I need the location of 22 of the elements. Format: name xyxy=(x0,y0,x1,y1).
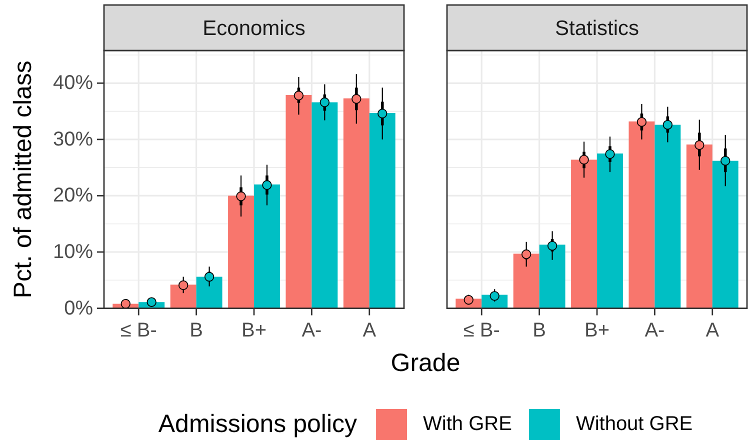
x-tick-label: ≤ B- xyxy=(120,319,157,342)
y-tick-label: 0% xyxy=(64,297,94,320)
y-tick-label: 10% xyxy=(52,241,94,264)
x-tick-label: ≤ B- xyxy=(463,319,500,342)
legend-label: With GRE xyxy=(423,413,512,435)
y-tick-label: 30% xyxy=(52,128,94,150)
x-tick-label: B xyxy=(190,319,203,342)
y-axis-title: Pct. of admitted class xyxy=(9,60,37,298)
x-axis-title: Grade xyxy=(390,349,460,377)
legend-title: Admissions policy xyxy=(158,410,358,438)
chart-title: Economics xyxy=(202,16,306,40)
y-tick-label: 20% xyxy=(52,184,94,207)
x-tick-label: A- xyxy=(302,319,322,342)
y-tick-label: 40% xyxy=(52,72,94,94)
x-tick-label: B xyxy=(532,319,546,342)
x-tick-label: A xyxy=(706,319,720,342)
x-tick-label: B+ xyxy=(241,319,267,342)
chart-title: Statistics xyxy=(554,16,640,40)
x-tick-label: A- xyxy=(644,319,665,342)
legend-label: Without GRE xyxy=(576,413,693,435)
x-tick-label: A xyxy=(362,319,377,342)
x-tick-label: B+ xyxy=(584,319,610,342)
